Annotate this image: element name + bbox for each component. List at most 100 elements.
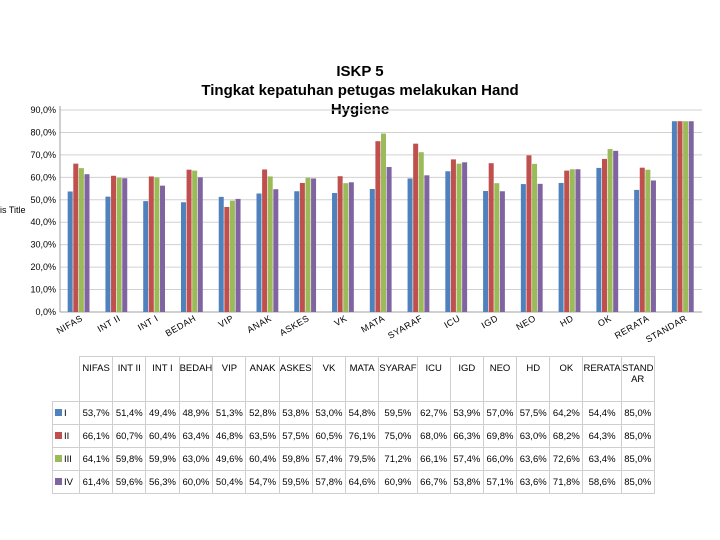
- table-cell: 53,8%: [278, 401, 313, 425]
- x-tick-label: ASKES: [278, 313, 311, 338]
- bar-iv-icu: [462, 162, 468, 312]
- x-tick-label: INT I: [136, 313, 160, 333]
- table-cell: 57,4%: [311, 447, 347, 471]
- table-cell: 53,7%: [78, 401, 114, 425]
- bar-iv-vk: [348, 182, 354, 312]
- x-tick-label: OK: [596, 313, 613, 329]
- table-row: II 66,1% 60,7% 60,4% 63,4% 46,8% 63,5% 57,5% 60,…: [52, 424, 655, 448]
- x-tick-label: HD: [558, 313, 575, 329]
- x-tick-label: NIFAS: [55, 313, 85, 336]
- table-cell: 59,6%: [112, 470, 147, 494]
- table-column-header: STAND AR: [620, 356, 655, 402]
- bar-iii-ok: [607, 149, 613, 312]
- legend-key: [55, 432, 62, 440]
- table-column-header: VIP: [212, 356, 247, 402]
- y-tick-label: 20,0%: [30, 262, 56, 272]
- chart-title-line-1: ISKP 5: [336, 63, 384, 80]
- y-axis-title: is Title: [0, 205, 26, 215]
- bar-ii-nifas: [73, 163, 79, 312]
- bar-ii-int-i: [148, 176, 154, 312]
- table-cell: 72,6%: [549, 447, 584, 471]
- bar-i-ok: [596, 167, 602, 312]
- table-cell: 57,4%: [449, 447, 484, 471]
- table-cell: 46,8%: [212, 424, 247, 448]
- chart-title-line-2: Tingkat kepatuhan petugas melakukan Hand: [201, 82, 519, 99]
- table-cell: 53,9%: [449, 401, 484, 425]
- table-cell: 85,0%: [620, 424, 655, 448]
- table-cell: 66,7%: [416, 470, 451, 494]
- table-cell: 60,0%: [178, 470, 214, 494]
- table-row: III 64,1% 59,8% 59,9% 63,0% 49,6% 60,4% 59,8% 57…: [52, 447, 655, 471]
- bar-iv-askes: [311, 178, 317, 312]
- y-tick-label: 60,0%: [30, 172, 56, 182]
- bar-ii-hd: [564, 170, 570, 312]
- table-cell: 59,8%: [278, 447, 313, 471]
- table-column-header: SYARAF: [378, 356, 418, 402]
- legend-label: IV: [64, 476, 73, 488]
- table-cell: 68,0%: [416, 424, 451, 448]
- table-cell: 79,5%: [345, 447, 380, 471]
- bar-i-vip: [218, 196, 224, 312]
- table-cell: 71,8%: [549, 470, 584, 494]
- table-column-header: HD: [516, 356, 551, 402]
- bar-i-int-ii: [105, 196, 111, 312]
- table-cell: 54,8%: [345, 401, 380, 425]
- legend-entry: II: [52, 424, 80, 448]
- bar-iv-rerata: [650, 180, 656, 312]
- legend-key: [55, 455, 62, 463]
- legend-entry: I: [52, 401, 80, 425]
- table-cell: 51,4%: [112, 401, 147, 425]
- bar-iii-int-i: [154, 177, 160, 312]
- bar-ii-syaraf: [413, 143, 419, 312]
- bar-i-anak: [256, 193, 262, 312]
- table-cell: 63,5%: [245, 424, 280, 448]
- bar-ii-rerata: [639, 167, 645, 312]
- table-column-header: ICU: [416, 356, 451, 402]
- bar-ii-ok: [601, 158, 607, 312]
- table-cell: 51,3%: [212, 401, 247, 425]
- table-cell: 56,3%: [145, 470, 180, 494]
- bar-iii-vk: [343, 183, 349, 312]
- table-column-header: ASKES: [278, 356, 313, 402]
- table-column-header: NIFAS: [78, 356, 114, 402]
- y-tick-label: 70,0%: [30, 150, 56, 160]
- table-cell: 52,8%: [245, 401, 280, 425]
- bar-chart: 0,0% 10,0% 20,0% 30,0% 40,0% 50,0% 60,0% 70,0% 8…: [30, 105, 702, 345]
- bar-iii-igd: [494, 183, 500, 312]
- table-cell: 60,4%: [145, 424, 180, 448]
- chart-title: ISKP 5 Tingkat kepatuhan petugas melakuk…: [0, 62, 720, 119]
- bar-i-bedah: [180, 202, 186, 312]
- table-column-header: IGD: [449, 356, 484, 402]
- bar-ii-icu: [450, 159, 456, 312]
- legend-entry: III: [52, 447, 80, 471]
- table-column-header: NEO: [482, 356, 518, 402]
- table-column-header: INT II: [112, 356, 147, 402]
- table-cell: 57,5%: [516, 401, 551, 425]
- bar-iii-bedah: [192, 170, 198, 312]
- table-cell: 69,8%: [482, 424, 518, 448]
- x-tick-label: BEDAH: [164, 313, 198, 338]
- bar-iii-mata: [381, 133, 386, 312]
- bar-i-neo: [520, 184, 526, 312]
- bar-ii-neo: [526, 155, 532, 312]
- bar-i-hd: [558, 182, 564, 312]
- table-cell: 59,5%: [278, 470, 313, 494]
- y-tick-label: 30,0%: [30, 240, 56, 250]
- table-cell: 59,8%: [112, 447, 147, 471]
- bar-iii-icu: [456, 163, 462, 312]
- table-cell: 64,1%: [78, 447, 114, 471]
- table-column-header: OK: [549, 356, 584, 402]
- bar-iii-standar: [683, 121, 689, 312]
- bar-iii-hd: [569, 169, 575, 312]
- legend-key: [55, 478, 62, 486]
- table-row: I 53,7% 51,4% 49,4% 48,9% 51,3% 52,8% 53,8% 53,0…: [52, 401, 655, 425]
- x-tick-label: VK: [332, 313, 348, 328]
- x-tick-label: INT II: [96, 313, 123, 334]
- table-cell: 63,4%: [582, 447, 622, 471]
- bar-iii-neo: [532, 163, 538, 312]
- table-cell: 66,1%: [78, 424, 114, 448]
- table-cell: 59,5%: [378, 401, 418, 425]
- x-tick-label: MATA: [359, 313, 386, 334]
- table-cell: 64,2%: [549, 401, 584, 425]
- table-cell: 85,0%: [620, 447, 655, 471]
